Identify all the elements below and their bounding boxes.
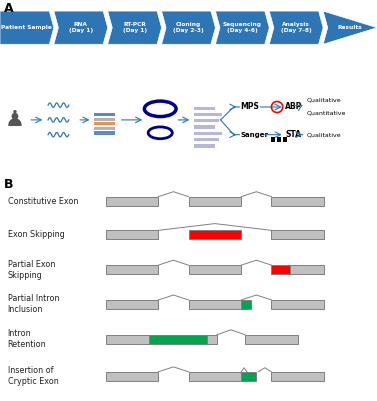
- Text: Sequencing
(Day 4-6): Sequencing (Day 4-6): [223, 22, 262, 33]
- Text: ♟: ♟: [5, 110, 25, 130]
- Bar: [106, 196, 158, 206]
- Text: ABP: ABP: [285, 103, 303, 111]
- Bar: [188, 372, 241, 381]
- Bar: [106, 300, 158, 309]
- Bar: [149, 335, 207, 344]
- Bar: [271, 196, 324, 206]
- Bar: [106, 230, 158, 239]
- Text: A: A: [4, 2, 14, 15]
- Bar: [94, 122, 115, 126]
- Bar: [271, 138, 275, 142]
- Text: Partial Exon
Skipping: Partial Exon Skipping: [8, 259, 55, 279]
- Bar: [94, 132, 115, 135]
- Text: Patient Sample: Patient Sample: [2, 25, 52, 30]
- Bar: [94, 113, 115, 116]
- Bar: [188, 230, 241, 239]
- Text: Constitutive Exon: Constitutive Exon: [8, 196, 78, 206]
- Polygon shape: [215, 11, 269, 44]
- Text: Insertion of
Cryptic Exon: Insertion of Cryptic Exon: [8, 366, 58, 386]
- Text: STA: STA: [285, 130, 301, 139]
- Bar: [277, 138, 281, 142]
- Bar: [271, 300, 324, 309]
- Bar: [271, 265, 290, 274]
- Polygon shape: [54, 11, 108, 44]
- Bar: [283, 138, 287, 142]
- Bar: [94, 117, 115, 121]
- Text: Qualitative: Qualitative: [307, 97, 341, 102]
- Bar: [94, 127, 115, 130]
- Text: Analysis
(Day 7-8): Analysis (Day 7-8): [281, 22, 311, 33]
- Bar: [271, 230, 324, 239]
- Polygon shape: [0, 11, 54, 44]
- Bar: [194, 138, 219, 141]
- Bar: [188, 300, 241, 309]
- Bar: [106, 265, 158, 274]
- Polygon shape: [108, 11, 162, 44]
- Text: Exon Skipping: Exon Skipping: [8, 230, 64, 239]
- Bar: [188, 265, 241, 274]
- Polygon shape: [323, 11, 377, 44]
- Bar: [271, 372, 324, 381]
- Bar: [241, 372, 256, 381]
- Bar: [188, 196, 241, 206]
- Bar: [271, 265, 324, 274]
- Text: B: B: [4, 178, 13, 190]
- Text: Intron
Retention: Intron Retention: [8, 329, 46, 349]
- Polygon shape: [162, 11, 215, 44]
- Text: MPS: MPS: [241, 103, 259, 111]
- Bar: [194, 107, 215, 110]
- Bar: [194, 132, 222, 135]
- Bar: [106, 372, 158, 381]
- Text: Sanger: Sanger: [241, 132, 268, 138]
- Text: Partial Intron
Inclusion: Partial Intron Inclusion: [8, 294, 59, 314]
- Text: Qualitative: Qualitative: [307, 132, 341, 137]
- Bar: [245, 335, 298, 344]
- Bar: [241, 300, 251, 309]
- Bar: [106, 335, 217, 344]
- Text: Cloning
(Day 2-3): Cloning (Day 2-3): [173, 22, 204, 33]
- Text: Quantitative: Quantitative: [307, 110, 346, 115]
- Bar: [194, 144, 215, 148]
- Text: RNA
(Day 1): RNA (Day 1): [69, 22, 93, 33]
- Bar: [194, 113, 222, 116]
- Text: Results: Results: [338, 25, 362, 30]
- Bar: [194, 119, 219, 122]
- Text: RT-PCR
(Day 1): RT-PCR (Day 1): [123, 22, 147, 33]
- Polygon shape: [269, 11, 323, 44]
- Bar: [194, 126, 215, 129]
